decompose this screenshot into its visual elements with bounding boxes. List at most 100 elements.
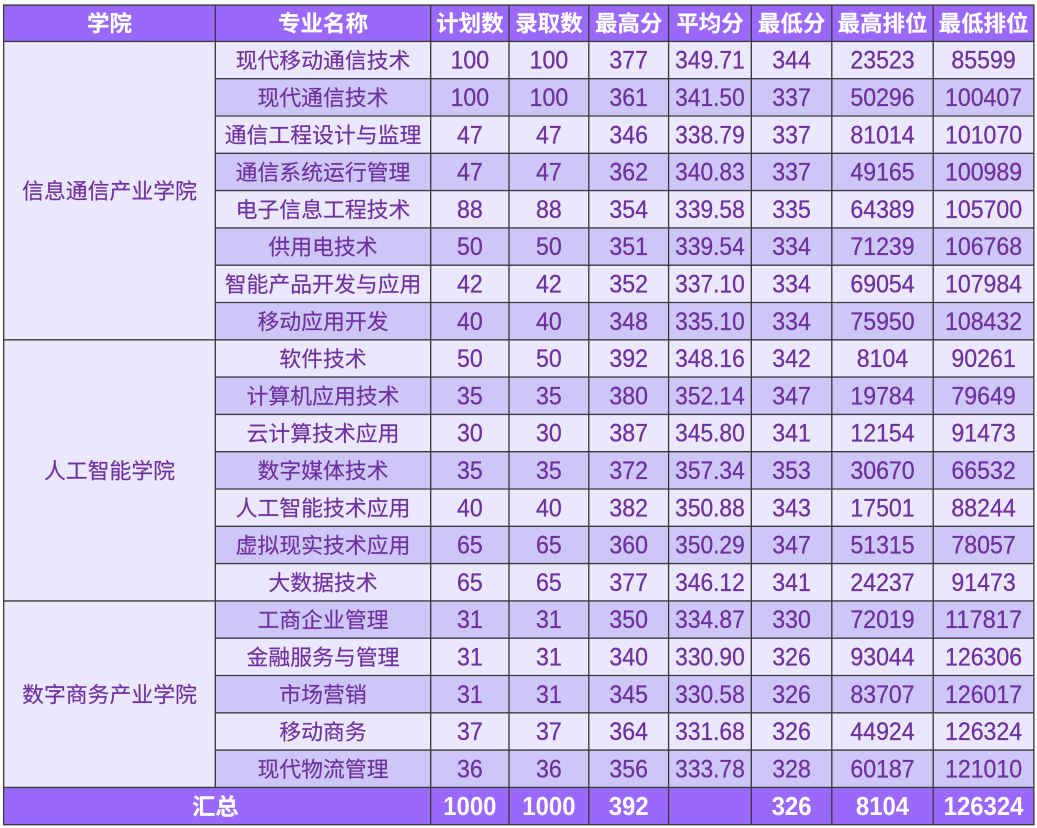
svg-text:377: 377: [609, 47, 648, 75]
svg-text:93044: 93044: [850, 643, 914, 671]
svg-text:335.10: 335.10: [675, 308, 745, 336]
svg-text:326: 326: [772, 791, 812, 821]
svg-text:17501: 17501: [850, 494, 914, 522]
svg-text:31: 31: [457, 643, 483, 671]
svg-text:30: 30: [457, 420, 483, 448]
svg-text:1000: 1000: [522, 791, 575, 821]
svg-text:328: 328: [772, 755, 811, 783]
svg-text:1000: 1000: [443, 791, 496, 821]
svg-text:72019: 72019: [850, 606, 914, 634]
svg-text:85599: 85599: [951, 47, 1015, 75]
svg-text:66532: 66532: [951, 457, 1015, 485]
svg-text:50296: 50296: [850, 84, 914, 112]
svg-text:24237: 24237: [850, 569, 914, 597]
svg-text:31: 31: [536, 681, 562, 709]
svg-text:350.29: 350.29: [675, 532, 745, 560]
svg-text:108432: 108432: [945, 308, 1022, 336]
svg-text:23523: 23523: [850, 47, 914, 75]
svg-text:339.58: 339.58: [675, 196, 745, 224]
svg-text:8104: 8104: [857, 345, 908, 373]
svg-text:79649: 79649: [951, 382, 1015, 410]
svg-text:106768: 106768: [945, 233, 1022, 261]
svg-text:326: 326: [772, 681, 811, 709]
svg-text:71239: 71239: [850, 233, 914, 261]
svg-text:117817: 117817: [945, 606, 1022, 634]
svg-text:356: 356: [609, 755, 648, 783]
svg-text:35: 35: [536, 382, 562, 410]
svg-text:354: 354: [609, 196, 648, 224]
svg-text:91473: 91473: [951, 569, 1015, 597]
svg-text:35: 35: [457, 457, 483, 485]
svg-text:47: 47: [536, 121, 562, 149]
svg-text:100407: 100407: [945, 84, 1022, 112]
svg-text:341: 341: [772, 569, 811, 597]
svg-text:353: 353: [772, 457, 811, 485]
svg-text:83707: 83707: [850, 681, 914, 709]
svg-text:334: 334: [772, 233, 811, 261]
svg-text:372: 372: [609, 457, 648, 485]
svg-text:36: 36: [457, 755, 483, 783]
svg-text:100989: 100989: [945, 159, 1022, 187]
svg-text:360: 360: [609, 532, 648, 560]
svg-text:126324: 126324: [945, 718, 1022, 746]
svg-text:364: 364: [609, 718, 648, 746]
svg-text:330: 330: [772, 606, 811, 634]
svg-text:51315: 51315: [850, 532, 914, 560]
svg-text:50: 50: [457, 345, 483, 373]
svg-text:344: 344: [772, 47, 811, 75]
svg-text:347: 347: [772, 532, 811, 560]
svg-text:100: 100: [530, 84, 569, 112]
svg-text:60187: 60187: [850, 755, 914, 783]
svg-text:47: 47: [457, 121, 483, 149]
svg-text:65: 65: [536, 532, 562, 560]
svg-text:65: 65: [536, 569, 562, 597]
svg-text:337: 337: [772, 84, 811, 112]
svg-text:42: 42: [457, 270, 483, 298]
svg-text:40: 40: [536, 308, 562, 336]
svg-text:49165: 49165: [850, 159, 914, 187]
svg-text:352.14: 352.14: [675, 382, 745, 410]
svg-text:392: 392: [609, 345, 648, 373]
svg-text:349.71: 349.71: [675, 47, 745, 75]
svg-text:35: 35: [457, 382, 483, 410]
svg-text:44924: 44924: [850, 718, 914, 746]
svg-text:380: 380: [609, 382, 648, 410]
svg-text:30: 30: [536, 420, 562, 448]
svg-text:126017: 126017: [945, 681, 1022, 709]
svg-text:357.34: 357.34: [675, 457, 745, 485]
svg-text:345.80: 345.80: [675, 420, 745, 448]
svg-text:382: 382: [609, 494, 648, 522]
svg-text:350: 350: [609, 606, 648, 634]
svg-text:8104: 8104: [856, 791, 910, 821]
svg-text:337.10: 337.10: [675, 270, 745, 298]
svg-text:334: 334: [772, 270, 811, 298]
svg-text:47: 47: [457, 159, 483, 187]
svg-text:12154: 12154: [850, 420, 914, 448]
svg-text:31: 31: [457, 606, 483, 634]
svg-text:340: 340: [609, 643, 648, 671]
svg-text:126306: 126306: [945, 643, 1022, 671]
svg-text:31: 31: [536, 643, 562, 671]
svg-text:78057: 78057: [951, 532, 1015, 560]
svg-text:348: 348: [609, 308, 648, 336]
svg-text:47: 47: [536, 159, 562, 187]
svg-text:40: 40: [536, 494, 562, 522]
svg-text:88244: 88244: [951, 494, 1015, 522]
svg-text:65: 65: [457, 532, 483, 560]
svg-text:100: 100: [451, 84, 490, 112]
svg-text:345: 345: [609, 681, 648, 709]
svg-text:65: 65: [457, 569, 483, 597]
svg-text:19784: 19784: [850, 382, 914, 410]
svg-text:351: 351: [609, 233, 648, 261]
svg-text:339.54: 339.54: [675, 233, 745, 261]
svg-text:341.50: 341.50: [675, 84, 745, 112]
svg-text:348.16: 348.16: [675, 345, 745, 373]
svg-text:340.83: 340.83: [675, 159, 745, 187]
svg-text:326: 326: [772, 718, 811, 746]
svg-text:30670: 30670: [850, 457, 914, 485]
svg-text:346: 346: [609, 121, 648, 149]
svg-text:341: 341: [772, 420, 811, 448]
svg-text:75950: 75950: [850, 308, 914, 336]
svg-text:37: 37: [457, 718, 483, 746]
svg-text:100: 100: [451, 47, 490, 75]
